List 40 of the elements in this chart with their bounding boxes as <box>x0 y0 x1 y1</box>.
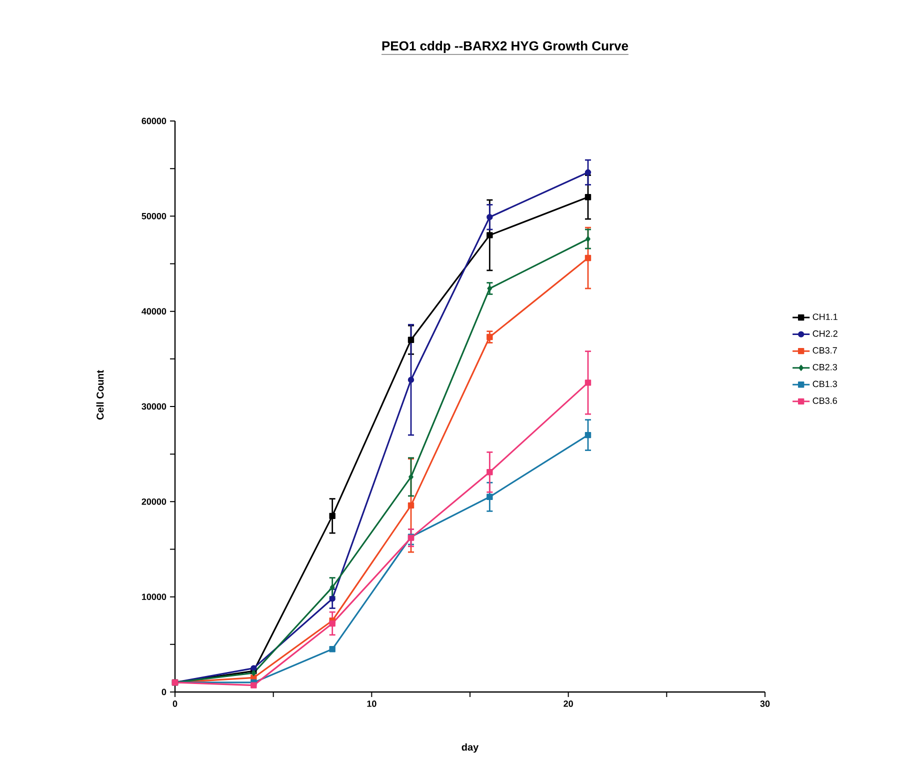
point <box>250 665 257 672</box>
point <box>486 334 493 340</box>
y-tick-label: 20000 <box>142 498 166 505</box>
legend-label: CH2.2 <box>812 330 838 337</box>
point <box>584 194 592 200</box>
point <box>329 512 336 520</box>
x-tick-label: 0 <box>172 700 178 707</box>
y-tick-label: 0 <box>162 688 166 696</box>
point <box>584 380 592 386</box>
y-tick-label: 50000 <box>142 212 166 220</box>
point <box>408 336 414 343</box>
point <box>408 474 414 480</box>
point <box>586 236 590 242</box>
point <box>584 432 592 438</box>
y-axis-title: Cell Count <box>96 370 104 420</box>
point <box>486 469 493 476</box>
point <box>486 214 493 220</box>
x-tick-label: 10 <box>367 700 376 707</box>
legend-label: CB2.3 <box>812 364 837 370</box>
point <box>408 502 414 509</box>
point <box>329 620 336 627</box>
point <box>250 682 257 688</box>
x-axis-title: day <box>462 743 479 753</box>
point <box>486 232 493 238</box>
point <box>329 646 336 652</box>
y-tick-label: 30000 <box>142 403 166 410</box>
legend-label: CH1.1 <box>812 314 838 320</box>
y-tick-label: 60000 <box>142 118 166 124</box>
x-tick-label: 30 <box>760 700 770 707</box>
y-tick-label: 40000 <box>142 308 166 315</box>
legend-label: CB3.7 <box>812 347 837 354</box>
y-tick-label: 10000 <box>142 594 166 600</box>
point <box>408 376 414 383</box>
point <box>487 285 492 292</box>
legend-label: CB3.6 <box>812 398 837 404</box>
legend-label: CB1.3 <box>812 380 837 388</box>
point <box>584 254 592 262</box>
x-tick-label: 20 <box>564 700 573 707</box>
point <box>486 494 493 500</box>
chart-title: PEO1 cddp --BARX2 HYG Growth Curve <box>382 40 628 54</box>
